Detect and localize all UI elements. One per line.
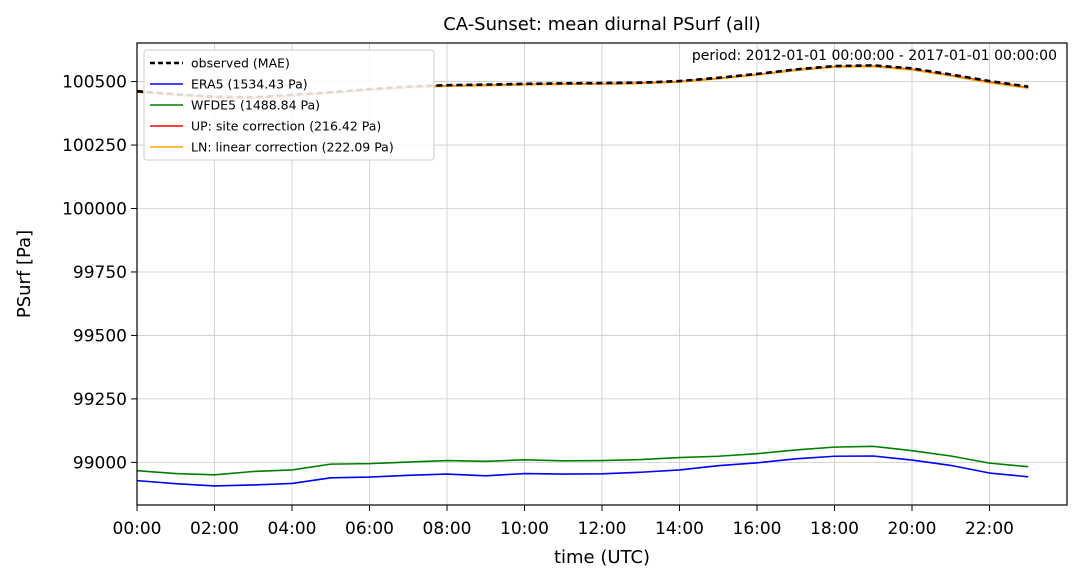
series-line-0 <box>136 64 1029 99</box>
x-tick-label: 20:00 <box>888 519 937 539</box>
y-axis: 99000 99250 99500 99750 100000 100250 100500 <box>62 73 137 473</box>
legend-label: LN: linear correction (222.09 Pa) <box>191 140 394 155</box>
y-axis-title: PSurf [Pa] <box>14 230 35 318</box>
x-axis: 00:00 02:00 04:00 06:00 08:00 10:00 12:00 14:00… <box>113 505 1014 539</box>
x-tick-label: 22:00 <box>965 519 1014 539</box>
x-tick-label: 16:00 <box>733 519 782 539</box>
legend-box <box>143 49 435 161</box>
x-tick-label: 04:00 <box>268 519 317 539</box>
x-tick-label: 10:00 <box>500 519 549 539</box>
y-tick-label: 99500 <box>73 326 127 346</box>
period-annotation: period: 2012-01-01 00:00:00 - 2017-01-01… <box>692 48 1057 64</box>
y-tick-label: 100000 <box>62 200 127 220</box>
y-tick-label: 100500 <box>62 73 127 93</box>
y-tick-label: 99750 <box>73 263 127 283</box>
x-tick-label: 02:00 <box>190 519 239 539</box>
legend-label: UP: site correction (216.42 Pa) <box>191 119 381 134</box>
legend-label: WFDE5 (1488.84 Pa) <box>191 98 320 113</box>
y-tick-label: 100250 <box>62 136 127 156</box>
legend-label: observed (MAE) <box>191 56 290 71</box>
chart-title: CA-Sunset: mean diurnal PSurf (all) <box>443 14 761 35</box>
series-line-2 <box>136 445 1029 476</box>
y-tick-label: 99250 <box>73 390 127 410</box>
x-tick-label: 18:00 <box>810 519 859 539</box>
x-axis-title: time (UTC) <box>554 547 650 568</box>
x-tick-label: 14:00 <box>655 519 704 539</box>
series-line-1 <box>136 455 1029 487</box>
grid <box>136 43 1067 505</box>
x-tick-label: 08:00 <box>423 519 472 539</box>
x-tick-label: 12:00 <box>578 519 627 539</box>
x-tick-label: 00:00 <box>113 519 162 539</box>
legend: observed (MAE) ERA5 (1534.43 Pa) WFDE5 (14… <box>143 49 435 161</box>
legend-label: ERA5 (1534.43 Pa) <box>191 77 308 92</box>
y-tick-label: 99000 <box>73 453 127 473</box>
x-tick-label: 06:00 <box>345 519 394 539</box>
